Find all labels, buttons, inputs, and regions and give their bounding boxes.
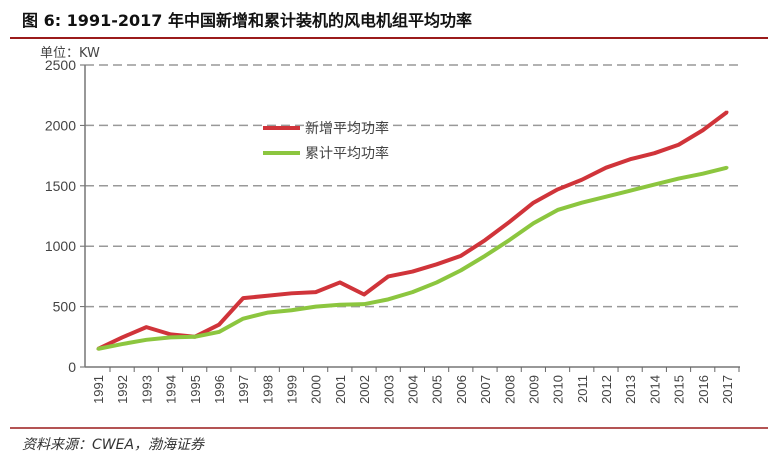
data-point [217, 323, 221, 327]
data-point [120, 335, 124, 339]
x-tick-label: 1993 [139, 375, 154, 404]
data-point [314, 305, 318, 309]
data-point [725, 110, 729, 114]
x-tick-label: 1991 [91, 375, 106, 404]
data-point [144, 325, 148, 329]
x-tick-label: 2013 [623, 375, 638, 404]
x-tick-label: 2007 [478, 375, 493, 404]
x-tick-label: 2016 [696, 375, 711, 404]
data-point [169, 332, 173, 336]
y-tick-label: 1500 [45, 178, 76, 194]
x-tick-label: 2017 [720, 375, 735, 404]
data-point [677, 143, 681, 147]
data-point [386, 297, 390, 301]
data-point [701, 128, 705, 132]
x-tick-label: 1992 [115, 375, 130, 404]
x-tick-label: 2009 [526, 375, 541, 404]
data-point [362, 293, 366, 297]
y-tick-label: 2000 [45, 117, 76, 133]
x-tick-label: 2002 [357, 375, 372, 404]
y-tick-label: 0 [68, 359, 76, 375]
data-point [652, 151, 656, 155]
data-point [96, 347, 100, 351]
data-point [725, 166, 729, 170]
data-point [386, 274, 390, 278]
source-note: 资料来源：CWEA，渤海证券 [22, 437, 205, 453]
data-point [652, 183, 656, 187]
legend-label: 累计平均功率 [305, 145, 389, 162]
data-point [531, 221, 535, 225]
data-point [241, 317, 245, 321]
data-point [217, 330, 221, 334]
data-point [290, 291, 294, 295]
chart-title: 图 6: 1991-2017 年中国新增和累计装机的风电机组平均功率 [22, 11, 472, 30]
data-point [362, 302, 366, 306]
legend-label: 新增平均功率 [305, 120, 389, 137]
data-point [338, 280, 342, 284]
y-tick-label: 2500 [45, 57, 76, 73]
x-tick-label: 2000 [309, 375, 324, 404]
x-tick-label: 2003 [381, 375, 396, 404]
x-tick-label: 1997 [236, 375, 251, 404]
series-line-1 [97, 110, 729, 351]
data-point [435, 280, 439, 284]
data-point [265, 311, 269, 315]
data-point [483, 254, 487, 258]
data-point [411, 290, 414, 294]
x-tick-label: 1999 [285, 375, 300, 404]
data-point [193, 335, 197, 339]
series-line-2 [97, 165, 728, 351]
data-point [265, 294, 269, 298]
data-point [241, 296, 245, 300]
x-tick-label: 1994 [164, 375, 179, 404]
data-point [628, 157, 632, 161]
y-tick-label: 1000 [45, 238, 76, 254]
x-tick-label: 1998 [260, 375, 275, 404]
data-point [169, 335, 173, 339]
x-tick-label: 1996 [212, 375, 227, 404]
data-point [507, 220, 511, 224]
data-point [628, 189, 632, 193]
data-point [290, 308, 294, 312]
data-point [411, 270, 414, 274]
data-point [435, 262, 439, 266]
x-tick-label: 2006 [454, 375, 469, 404]
x-tick-label: 2014 [647, 375, 662, 404]
x-tick-label: 2011 [575, 375, 590, 403]
data-point [338, 303, 342, 307]
x-tick-label: 2008 [502, 375, 517, 404]
y-tick-label: 500 [53, 299, 77, 315]
x-tick-label: 2005 [430, 375, 445, 404]
data-point [483, 238, 487, 242]
data-point [701, 172, 705, 176]
data-point [459, 268, 463, 272]
unit-label: 单位：KW [40, 46, 100, 61]
data-point [459, 254, 463, 258]
x-tick-label: 2010 [551, 375, 566, 404]
data-point [507, 238, 511, 242]
x-tick-label: 1995 [188, 375, 203, 404]
data-point [531, 201, 535, 205]
x-tick-label: 2015 [672, 375, 687, 404]
data-point [120, 342, 124, 346]
data-point [556, 187, 560, 191]
data-point [677, 177, 681, 181]
data-point [314, 290, 318, 294]
x-tick-label: 2012 [599, 375, 614, 404]
data-point [580, 178, 584, 182]
data-point [556, 208, 560, 212]
x-tick-label: 2004 [406, 375, 421, 404]
data-point [144, 338, 148, 342]
x-tick-label: 2001 [333, 375, 348, 404]
data-point [604, 166, 608, 170]
data-point [604, 195, 608, 199]
data-point [580, 201, 584, 205]
